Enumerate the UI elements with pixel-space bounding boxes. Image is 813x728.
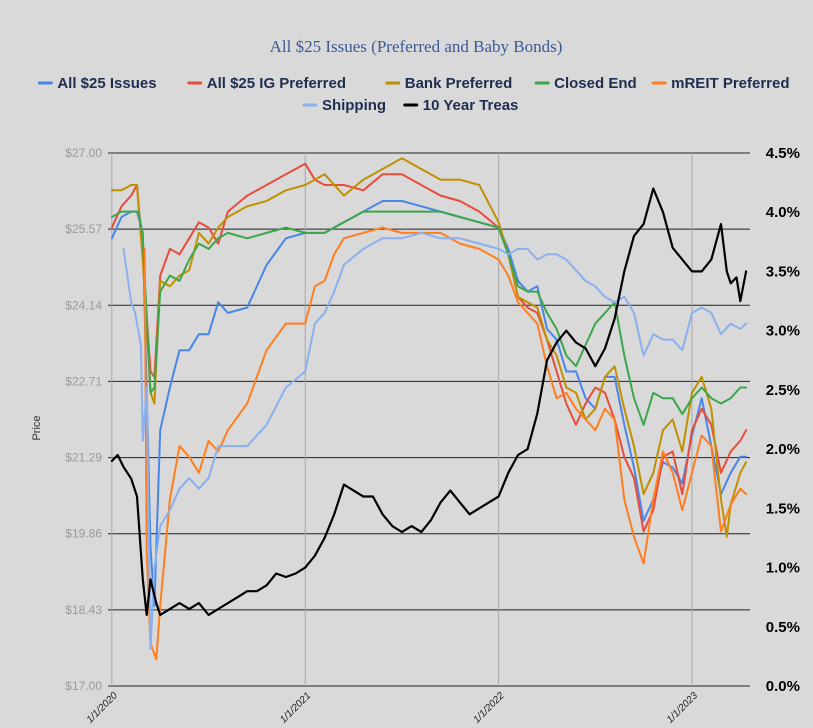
y-tick-right: 1.5% <box>766 500 800 517</box>
series-line <box>122 231 748 650</box>
y-axis-label: Price <box>31 415 43 440</box>
x-tick-label: 1/1/2020 <box>85 690 121 726</box>
y-tick-left: $27.00 <box>65 146 102 160</box>
y-tick-left: $25.57 <box>65 222 102 236</box>
series-line <box>110 162 748 533</box>
left-y-ticks: $27.00 $25.57 $24.14 $22.71 $21.29 $19.86 $18.… <box>65 146 102 693</box>
y-tick-left: $21.29 <box>65 451 102 465</box>
legend-label: All $25 IG Preferred <box>207 75 346 92</box>
x-tick-label: 1/1/2022 <box>471 690 507 726</box>
legend-label: Bank Preferred <box>405 75 513 92</box>
y-tick-left: $24.14 <box>65 298 102 312</box>
y-tick-left: $18.43 <box>65 603 102 617</box>
y-tick-left: $17.00 <box>65 679 102 693</box>
x-ticks: 1/1/2020 1/1/2021 1/1/2022 1/1/2023 <box>85 690 701 726</box>
y-tick-left: $22.71 <box>65 374 102 388</box>
legend-label: mREIT Preferred <box>671 75 789 92</box>
legend: All $25 Issues All $25 IG Preferred Bank P… <box>37 75 790 114</box>
legend-label: Shipping <box>322 97 386 114</box>
y-tick-right: 2.0% <box>766 441 800 458</box>
legend-label: All $25 Issues <box>57 75 156 92</box>
y-tick-right: 4.0% <box>766 204 800 221</box>
y-tick-right: 2.5% <box>766 382 800 399</box>
y-tick-right: 4.5% <box>766 145 800 162</box>
series-line <box>110 157 748 538</box>
y-tick-right: 1.0% <box>766 560 800 577</box>
series-line <box>110 187 748 617</box>
chart-title: All $25 Issues (Preferred and Baby Bonds… <box>270 37 563 56</box>
legend-label: Closed End <box>554 75 637 92</box>
right-y-ticks: 4.5% 4.0% 3.5% 3.0% 2.5% 2.0% 1.5% 1.0% 0.5% 0.0% <box>766 145 800 695</box>
series-line <box>143 226 748 661</box>
y-tick-right: 3.5% <box>766 263 800 280</box>
series-line <box>110 210 748 426</box>
y-tick-right: 0.5% <box>766 619 800 636</box>
legend-label: 10 Year Treas <box>423 97 519 114</box>
series-lines <box>110 157 748 661</box>
x-tick-label: 1/1/2023 <box>665 690 701 726</box>
y-tick-right: 0.0% <box>766 678 800 695</box>
x-tick-label: 1/1/2021 <box>278 690 313 725</box>
y-tick-left: $19.86 <box>65 527 102 541</box>
y-tick-right: 3.0% <box>766 323 800 340</box>
